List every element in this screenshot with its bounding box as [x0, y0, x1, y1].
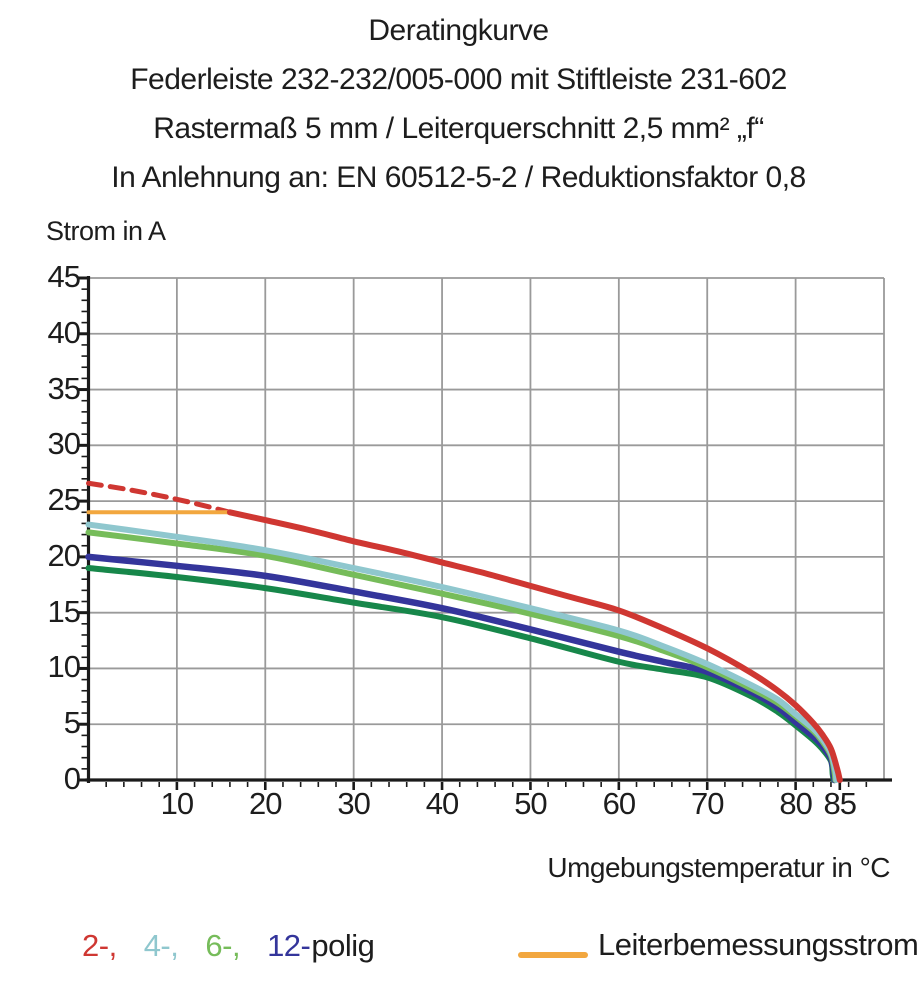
curve-4-polig	[85, 521, 840, 783]
y-tick-label: 40	[47, 314, 81, 350]
title-block: Deratingkurve Federleiste 232-232/005-00…	[0, 6, 917, 202]
legend-pole-2: 2-,	[82, 928, 117, 963]
curve-2-polig	[226, 509, 843, 783]
x-tick-label: 50	[514, 786, 547, 821]
title-subline-parts: Federleiste 232-232/005-000 mit Stiftlei…	[130, 63, 787, 96]
legend-pole-6: 6-,	[205, 928, 241, 963]
y-tick-label: 20	[47, 537, 81, 573]
legend-pole-4: 4-,	[143, 928, 179, 963]
x-tick-label: 30	[337, 786, 370, 821]
x-tick-label: 60	[602, 786, 636, 821]
x-tick-label: 85	[823, 786, 857, 821]
legend-polig-suffix: polig	[311, 928, 375, 963]
y-tick-label: 5	[63, 705, 81, 741]
legend-pole-12: 12-	[267, 928, 311, 963]
title-subline-spec: Rastermaß 5 mm / Leiterquerschnitt 2,5 m…	[153, 112, 764, 145]
x-tick-label: 80	[779, 786, 812, 821]
x-tick-label: 40	[425, 786, 459, 821]
rated-current-line-swatch	[518, 952, 588, 958]
x-tick-label: 20	[249, 786, 282, 821]
x-axis-label: Umgebungstemperatur in °C	[547, 852, 890, 883]
y-tick-label: 35	[47, 370, 81, 406]
y-tick-label: 10	[47, 649, 81, 685]
y-tick-label: 30	[47, 426, 81, 462]
rated-current-label: Leiterbemessungsstrom	[598, 927, 917, 962]
legend-pole-counts: 2-, 4-, 6-, 12-polig	[82, 928, 375, 964]
y-axis-label: Strom in A	[46, 216, 166, 246]
y-tick-label: 0	[63, 761, 81, 796]
chart-title: Deratingkurve	[368, 14, 549, 47]
curve-2-polig-oberhalb-leiterbemessungsstrom-gestrichelt-	[86, 480, 233, 515]
x-tick-label: 10	[160, 786, 194, 821]
y-tick-label: 25	[47, 482, 81, 518]
y-tick-label: 15	[47, 593, 81, 629]
title-subline-standard: In Anlehnung an: EN 60512-5-2 / Reduktio…	[111, 161, 806, 194]
x-tick-label: 70	[690, 786, 724, 821]
y-tick-label: 45	[47, 259, 81, 294]
